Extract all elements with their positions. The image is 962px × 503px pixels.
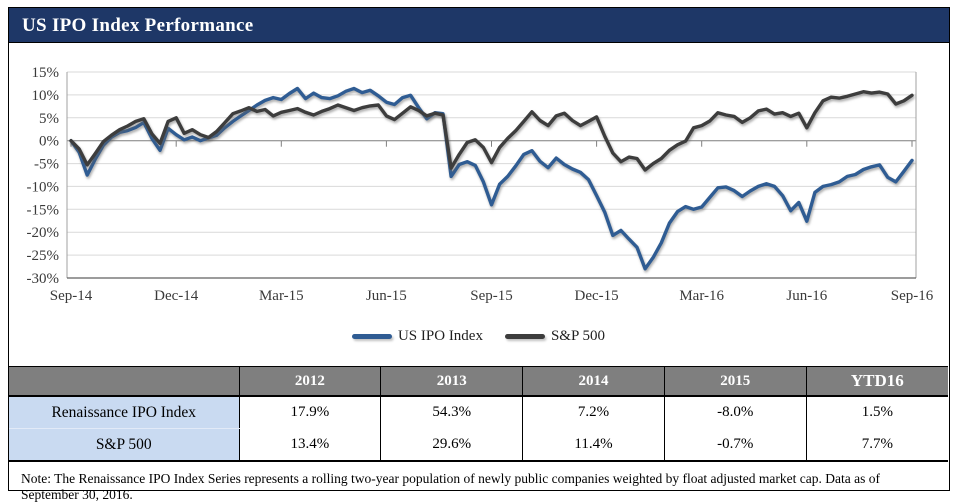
sp500-line-swatch <box>504 334 545 339</box>
x-axis-tick-label: Jun-15 <box>366 288 407 304</box>
cell-sp500-2014: 11.4% <box>522 428 665 461</box>
cell-ipo-2014: 7.2% <box>522 396 665 429</box>
x-axis-tick-label: Dec-14 <box>154 288 199 304</box>
performance-table: 2012 2013 2014 2015 YTD16 Renaissance IP… <box>9 366 948 462</box>
legend-item-us-ipo-index: US IPO Index <box>351 328 483 345</box>
report-frame: US IPO Index Performance 15% 10% 5% 0% -5% -1… <box>8 7 950 502</box>
x-axis-tick-label: Sep-15 <box>470 288 513 304</box>
page-title: US IPO Index Performance <box>22 15 254 36</box>
y-axis-tick-label: -25% <box>27 248 60 264</box>
cell-sp500-2013: 29.6% <box>380 428 524 461</box>
chart-area: 15% 10% 5% 0% -5% -10% -15% -20% -25% -30% Sep-14 D… <box>9 44 948 360</box>
y-axis-tick-label: 15% <box>32 65 60 81</box>
cell-ipo-2015: -8.0% <box>663 396 807 429</box>
col-header-2015: 2015 <box>663 366 807 397</box>
row-label-renaissance-ipo-index: Renaissance IPO Index <box>9 396 240 429</box>
y-axis-tick-label: 10% <box>32 88 60 104</box>
y-axis-tick-label: 5% <box>39 111 59 127</box>
y-axis-tick-label: -15% <box>27 202 60 218</box>
cell-sp500-ytd16: 7.7% <box>805 428 948 461</box>
x-axis-tick-label: Sep-14 <box>50 288 93 304</box>
legend-item-sp500: S&P 500 <box>504 328 606 345</box>
cell-ipo-ytd16: 1.5% <box>805 396 948 429</box>
y-axis-tick-label: -30% <box>27 271 60 287</box>
col-header-2012: 2012 <box>238 366 382 397</box>
y-axis-tick-label: -10% <box>27 179 60 195</box>
cell-sp500-2015: -0.7% <box>663 428 807 461</box>
col-header-ytd16: YTD16 <box>805 366 948 397</box>
x-axis-tick-label: Mar-15 <box>259 288 304 304</box>
cell-sp500-2012: 13.4% <box>238 428 382 461</box>
y-axis-tick-label: -5% <box>34 157 59 173</box>
table-row-renaissance-ipo-index: Renaissance IPO Index 17.9% 54.3% 7.2% -… <box>9 396 948 429</box>
title-bar: US IPO Index Performance <box>9 8 949 43</box>
row-label-sp500: S&P 500 <box>9 428 240 461</box>
us-ipo-index-legend-label: US IPO Index <box>397 328 483 344</box>
table-corner-cell <box>9 366 240 397</box>
table-row-sp500: S&P 500 13.4% 29.6% 11.4% -0.7% 7.7% <box>9 428 948 461</box>
x-axis-tick-label: Mar-16 <box>679 288 724 304</box>
x-axis-tick-label: Jun-16 <box>786 288 827 304</box>
sp500-legend-label: S&P 500 <box>550 328 606 344</box>
cell-ipo-2013: 54.3% <box>380 396 524 429</box>
y-axis-tick-label: -20% <box>27 225 60 241</box>
performance-line-chart: 15% 10% 5% 0% -5% -10% -15% -20% -25% -30%Sep-14 D… <box>27 65 934 304</box>
cell-ipo-2012: 17.9% <box>238 396 382 429</box>
us-ipo-index-line-swatch <box>351 334 392 339</box>
y-axis-tick-label: 0% <box>39 134 59 150</box>
table-header-row: 2012 2013 2014 2015 YTD16 <box>9 366 948 397</box>
series-line-sp500 <box>69 90 914 172</box>
x-axis-tick-label: Dec-15 <box>575 288 619 304</box>
chart-legend: US IPO Index S&P 500 <box>9 328 948 345</box>
col-header-2013: 2013 <box>380 366 524 397</box>
x-axis-tick-label: Sep-16 <box>891 288 934 304</box>
footnote: Note: The Renaissance IPO Index Series r… <box>21 471 880 502</box>
col-header-2014: 2014 <box>522 366 665 397</box>
